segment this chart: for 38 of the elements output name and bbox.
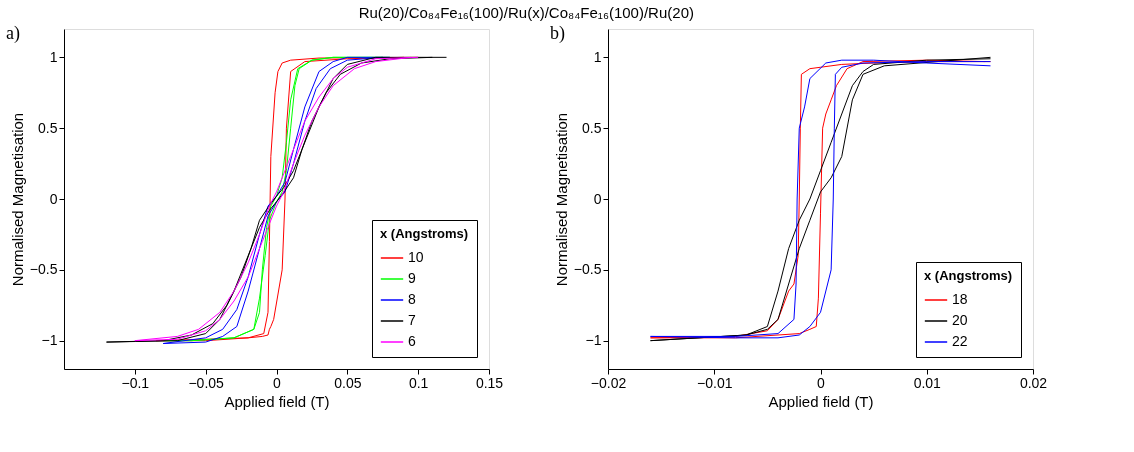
legend-label: 10 <box>408 249 424 265</box>
y-tick-label: 0 <box>49 190 58 207</box>
legend-label: 18 <box>952 291 968 307</box>
x-axis-title: Applied field (T) <box>768 392 874 410</box>
x-tick-label: −0.02 <box>590 374 627 391</box>
legend-title: x (Angstroms) <box>380 226 469 241</box>
y-tick-label: 0.5 <box>582 119 602 136</box>
y-tick-label: 0.5 <box>38 119 58 136</box>
legend-label: 22 <box>952 333 968 349</box>
legend-label: 9 <box>408 270 416 286</box>
x-tick-label: −0.01 <box>697 374 733 391</box>
x-tick-label: 0 <box>273 374 282 391</box>
x-tick-label: −0.05 <box>188 374 225 391</box>
x-tick-label: 0.15 <box>475 374 504 391</box>
legend-label: 8 <box>408 291 416 307</box>
x-tick-label: 0.05 <box>334 374 362 391</box>
y-tick-label: 1 <box>49 48 58 65</box>
x-tick-label: 0.02 <box>1019 374 1048 391</box>
text: b) <box>550 23 565 44</box>
x-tick-label: 0.01 <box>913 374 942 391</box>
y-tick-label: −0.5 <box>573 261 602 278</box>
y-tick-label: −0.5 <box>29 261 58 278</box>
x-tick-label: −0.1 <box>121 374 150 391</box>
legend-label: 6 <box>408 333 416 349</box>
y-tick-label: 0 <box>593 190 602 207</box>
legend-label: 20 <box>952 312 968 328</box>
x-axis-title: Applied field (T) <box>224 392 330 410</box>
x-tick-label: 0.1 <box>408 374 429 391</box>
legend-title: x (Angstroms) <box>924 268 1013 283</box>
y-tick-label: −1 <box>41 332 58 349</box>
legend-label: 7 <box>408 312 416 328</box>
text: a) <box>6 23 20 44</box>
y-tick-label: −1 <box>585 332 602 349</box>
y-axis-title: Normalised Magnetisation <box>8 112 26 287</box>
y-tick-label: 1 <box>593 48 602 65</box>
x-tick-label: 0 <box>817 374 826 391</box>
text: Ru(20)/Co₈₄Fe₁₆(100)/Ru(x)/Co₈₄Fe₁₆(100)/Ru(20) <box>358 3 694 21</box>
y-axis-title: Normalised Magnetisation <box>552 112 570 287</box>
